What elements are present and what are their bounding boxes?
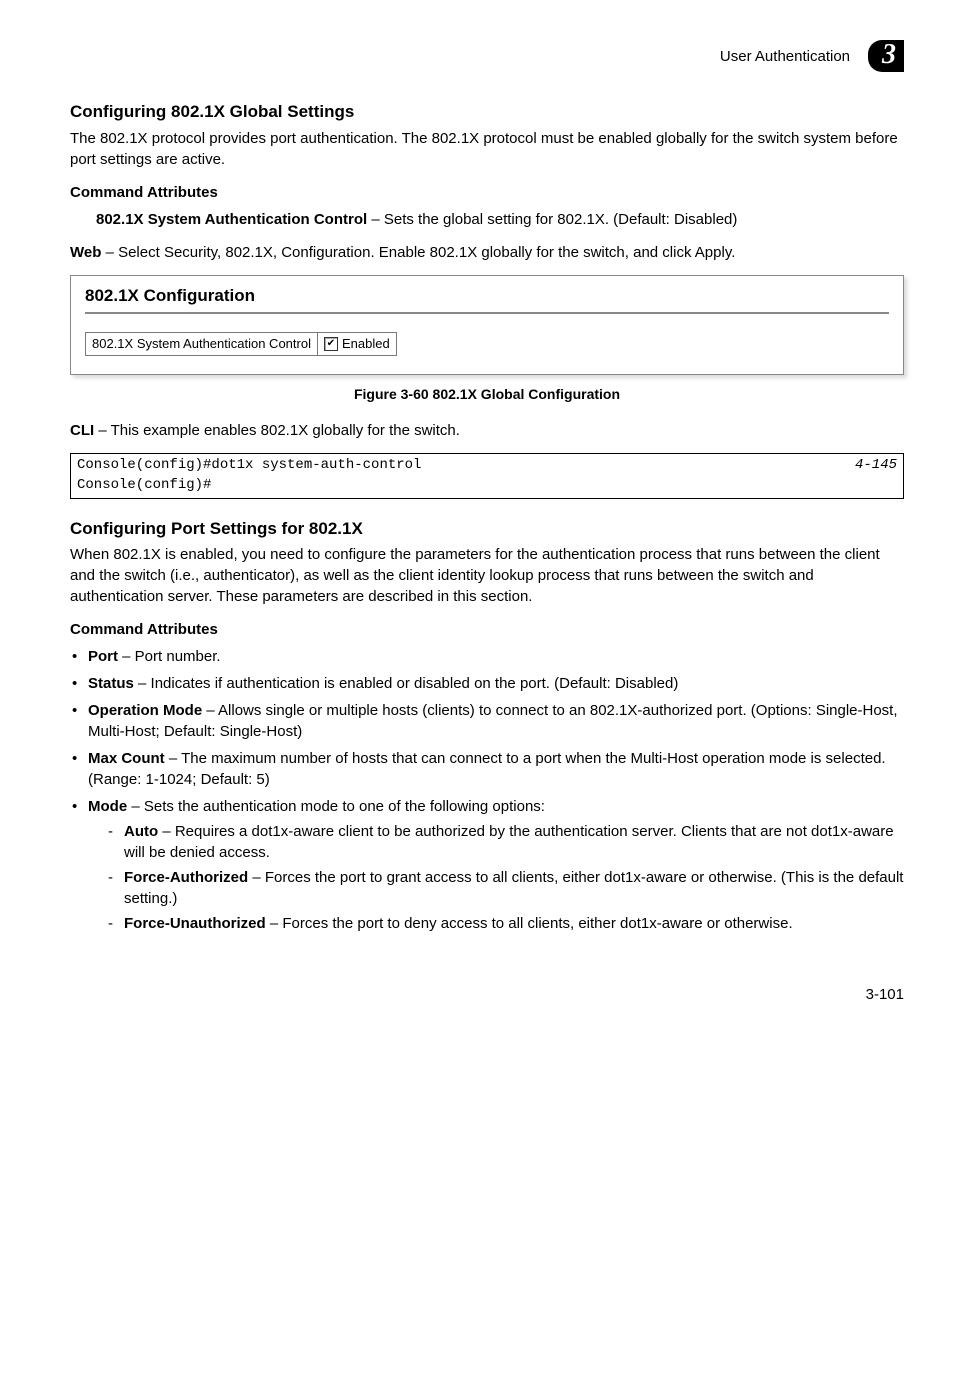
item-name: Port bbox=[88, 648, 118, 665]
attr-name: 802.1X System Authentication Control bbox=[96, 211, 367, 228]
list-item: Status – Indicates if authentication is … bbox=[70, 673, 904, 694]
attributes-list: Port – Port number. Status – Indicates i… bbox=[70, 646, 904, 934]
list-item: Mode – Sets the authentication mode to o… bbox=[70, 796, 904, 934]
attr-block: 802.1X System Authentication Control – S… bbox=[96, 209, 904, 230]
web-instruction: Web – Select Security, 802.1X, Configura… bbox=[70, 242, 904, 263]
sub-item: Force-Unauthorized – Forces the port to … bbox=[108, 913, 904, 934]
attr-desc: – Sets the global setting for 802.1X. (D… bbox=[367, 211, 737, 228]
command-attributes-heading: Command Attributes bbox=[70, 182, 904, 203]
cli-instruction: CLI – This example enables 802.1X global… bbox=[70, 420, 904, 441]
list-item: Operation Mode – Allows single or multip… bbox=[70, 700, 904, 742]
section1-intro: The 802.1X protocol provides port authen… bbox=[70, 128, 904, 170]
list-item: Port – Port number. bbox=[70, 646, 904, 667]
sub-item: Force-Authorized – Forces the port to gr… bbox=[108, 867, 904, 909]
section1-title: Configuring 802.1X Global Settings bbox=[70, 100, 904, 124]
item-desc: – Allows single or multiple hosts (clien… bbox=[88, 702, 898, 740]
breadcrumb: User Authentication bbox=[720, 46, 850, 67]
item-desc: – Sets the authentication mode to one of… bbox=[127, 798, 545, 815]
code-ref: 4-145 bbox=[855, 456, 897, 495]
page-header: User Authentication 3 bbox=[70, 40, 904, 72]
sub-desc: – Requires a dot1x-aware client to be au… bbox=[124, 823, 894, 861]
web-label: Web bbox=[70, 244, 101, 261]
cli-text: – This example enables 802.1X globally f… bbox=[94, 422, 460, 439]
section2-intro: When 802.1X is enabled, you need to conf… bbox=[70, 544, 904, 607]
list-item: Max Count – The maximum number of hosts … bbox=[70, 748, 904, 790]
item-name: Operation Mode bbox=[88, 702, 202, 719]
sub-name: Force-Unauthorized bbox=[124, 915, 266, 932]
sub-name: Force-Authorized bbox=[124, 869, 248, 886]
mode-sublist: Auto – Requires a dot1x-aware client to … bbox=[108, 821, 904, 934]
item-desc: – The maximum number of hosts that can c… bbox=[88, 750, 886, 788]
section2-title: Configuring Port Settings for 802.1X bbox=[70, 517, 904, 541]
sub-desc: – Forces the port to deny access to all … bbox=[266, 915, 793, 932]
command-attributes-heading-2: Command Attributes bbox=[70, 619, 904, 640]
enabled-checkbox[interactable]: ✔ bbox=[324, 337, 338, 351]
web-text: – Select Security, 802.1X, Configuration… bbox=[101, 244, 735, 261]
sub-item: Auto – Requires a dot1x-aware client to … bbox=[108, 821, 904, 863]
item-name: Max Count bbox=[88, 750, 165, 767]
checkbox-label: Enabled bbox=[342, 335, 390, 353]
item-name: Status bbox=[88, 675, 134, 692]
field-value-cell: ✔ Enabled bbox=[318, 333, 396, 355]
page-number: 3-101 bbox=[70, 984, 904, 1005]
config-screenshot: 802.1X Configuration 802.1X System Authe… bbox=[70, 275, 904, 375]
item-desc: – Indicates if authentication is enabled… bbox=[134, 675, 679, 692]
cli-code-box: Console(config)#dot1x system-auth-contro… bbox=[70, 453, 904, 498]
screenshot-title: 802.1X Configuration bbox=[85, 284, 889, 314]
field-label: 802.1X System Authentication Control bbox=[86, 333, 318, 355]
auth-control-field: 802.1X System Authentication Control ✔ E… bbox=[85, 332, 397, 356]
figure-caption: Figure 3-60 802.1X Global Configuration bbox=[70, 385, 904, 405]
code-lines: Console(config)#dot1x system-auth-contro… bbox=[77, 456, 855, 495]
item-desc: – Port number. bbox=[118, 648, 221, 665]
chapter-badge: 3 bbox=[868, 40, 904, 72]
item-name: Mode bbox=[88, 798, 127, 815]
sub-name: Auto bbox=[124, 823, 158, 840]
cli-label: CLI bbox=[70, 422, 94, 439]
